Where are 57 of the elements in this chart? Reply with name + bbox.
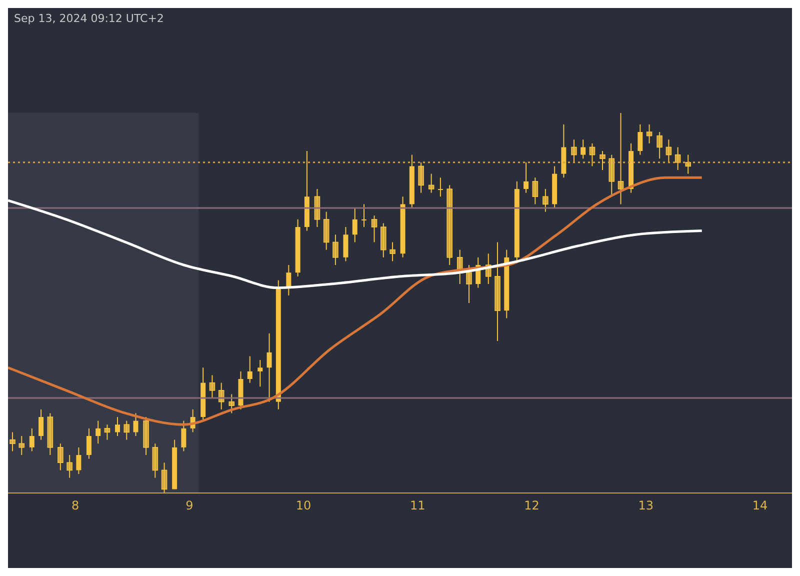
candlestick xyxy=(656,132,662,160)
candlestick xyxy=(96,420,101,444)
candlestick xyxy=(58,443,64,471)
x-tick-label: 11 xyxy=(410,498,426,513)
candlestick xyxy=(161,462,168,493)
candlestick xyxy=(323,211,330,250)
x-tick-label: 8 xyxy=(72,498,80,513)
candlestick xyxy=(133,412,138,436)
candlestick xyxy=(580,139,586,160)
candlestick xyxy=(247,356,252,384)
candlestick xyxy=(438,177,443,198)
x-tick-label: 12 xyxy=(524,498,540,513)
candlestick xyxy=(390,242,396,262)
candlestick xyxy=(181,420,186,452)
candlestick xyxy=(646,124,652,144)
candlestick xyxy=(674,146,681,170)
candlestick xyxy=(332,234,338,266)
candlestick xyxy=(10,432,16,452)
x-tick-label: 13 xyxy=(638,498,654,513)
candlestick xyxy=(571,139,577,163)
candlestick xyxy=(228,394,235,414)
candlestick xyxy=(618,113,624,205)
candlestick xyxy=(86,428,92,460)
candlestick xyxy=(266,332,272,402)
candlestick xyxy=(532,177,538,205)
x-tick-label: 14 xyxy=(752,498,768,513)
candlestick xyxy=(608,154,615,198)
candlestick xyxy=(209,374,216,398)
candlestick xyxy=(76,446,82,474)
candlestick xyxy=(361,204,366,228)
candlestick xyxy=(418,162,424,194)
candlestick xyxy=(38,408,44,440)
candlestick xyxy=(666,139,672,163)
candlestick xyxy=(380,222,386,258)
candlestick xyxy=(371,215,378,243)
candlestick xyxy=(685,154,691,174)
candlestick xyxy=(343,226,348,262)
candlestick xyxy=(600,150,606,170)
candlestick xyxy=(115,416,120,436)
x-tick-label: 9 xyxy=(186,498,194,513)
candlestick xyxy=(314,188,320,228)
candlestick xyxy=(542,188,548,212)
candlestick xyxy=(524,162,529,194)
candlestick xyxy=(428,173,434,194)
candlestick xyxy=(66,454,72,478)
candlestick xyxy=(286,264,292,296)
candlestick xyxy=(104,424,110,440)
candlestick xyxy=(124,420,130,440)
candlestick xyxy=(258,360,263,388)
candlestick xyxy=(589,142,596,167)
candlestick xyxy=(18,436,25,456)
x-tick-label: 10 xyxy=(296,498,312,513)
candlestick xyxy=(638,124,643,156)
candlestick xyxy=(29,428,34,452)
candlestick xyxy=(352,208,358,243)
text: Sep 13, 2024 09:12 UTC+2 xyxy=(14,12,164,25)
candlestick xyxy=(152,443,158,478)
